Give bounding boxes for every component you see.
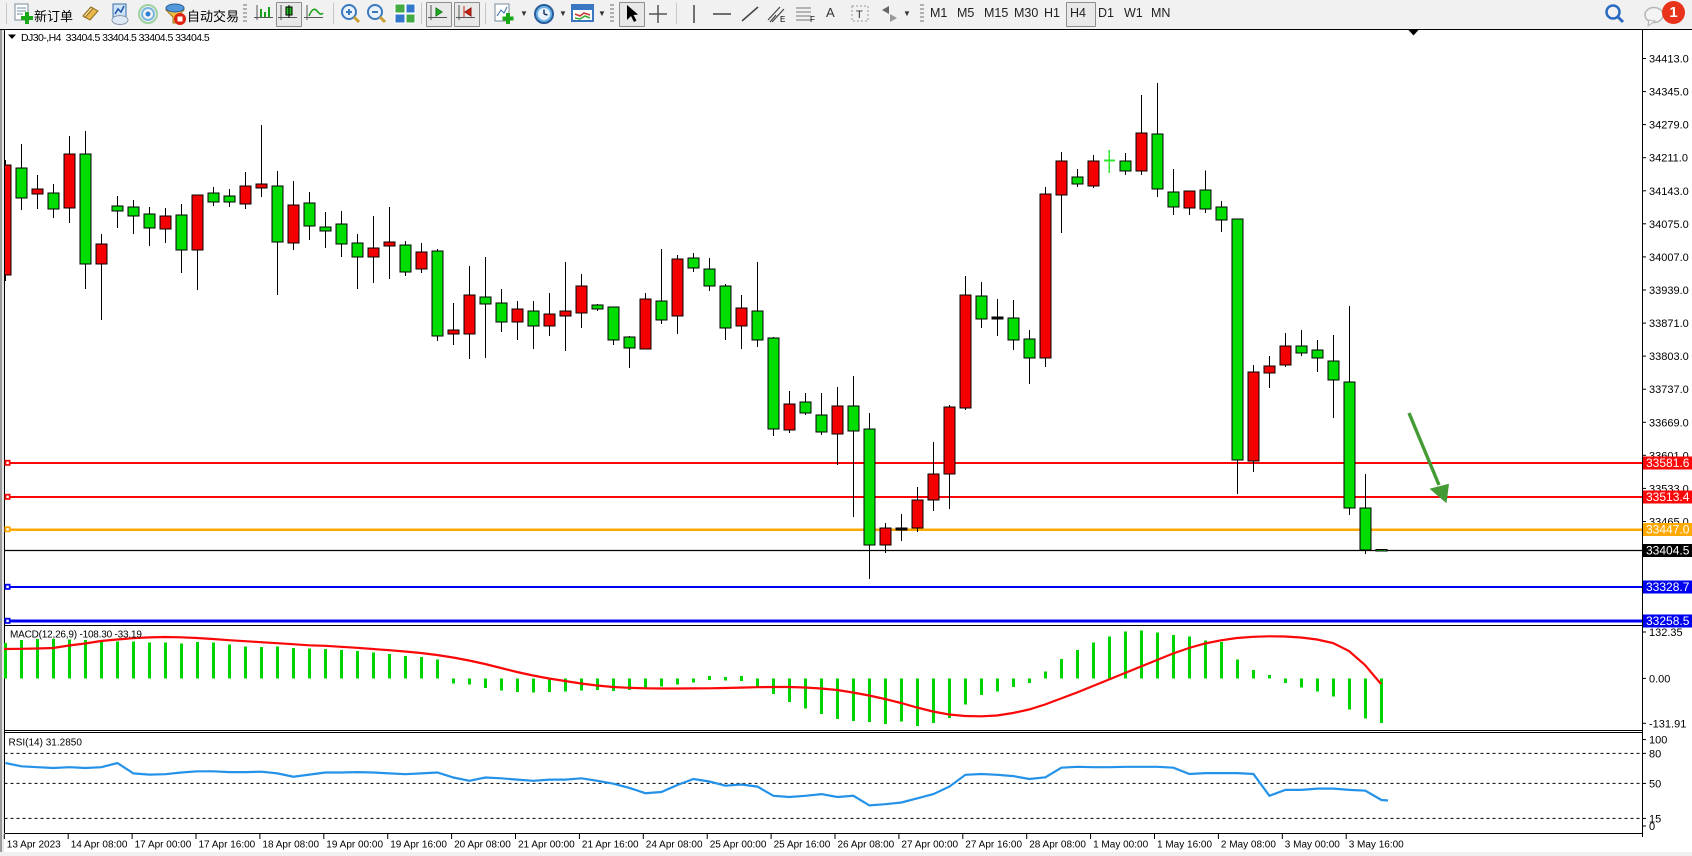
svg-text:3 May 16:00: 3 May 16:00	[1349, 840, 1404, 851]
svg-text:34143.0: 34143.0	[1649, 186, 1689, 198]
svg-text:F: F	[810, 15, 815, 24]
svg-text:2 May 08:00: 2 May 08:00	[1221, 840, 1276, 851]
svg-text:19 Apr 16:00: 19 Apr 16:00	[390, 840, 447, 851]
svg-text:33447.0: 33447.0	[1646, 523, 1690, 537]
svg-text:33871.0: 33871.0	[1649, 318, 1689, 330]
svg-text:33581.6: 33581.6	[1646, 456, 1690, 470]
svg-text:20 Apr 08:00: 20 Apr 08:00	[454, 840, 511, 851]
svg-text:18 Apr 08:00: 18 Apr 08:00	[262, 840, 319, 851]
svg-text:33513.4: 33513.4	[1646, 490, 1690, 504]
svg-text:RSI(14) 31.2850: RSI(14) 31.2850	[9, 738, 83, 749]
svg-text:17 Apr 00:00: 17 Apr 00:00	[135, 840, 192, 851]
svg-text:33939.0: 33939.0	[1649, 285, 1689, 297]
svg-text:1 May 00:00: 1 May 00:00	[1093, 840, 1148, 851]
svg-text:28 Apr 08:00: 28 Apr 08:00	[1029, 840, 1086, 851]
svg-text:0.00: 0.00	[1649, 673, 1670, 685]
svg-text:26 Apr 08:00: 26 Apr 08:00	[838, 840, 895, 851]
svg-text:27 Apr 00:00: 27 Apr 00:00	[901, 840, 958, 851]
svg-text:15: 15	[1649, 813, 1661, 825]
svg-text:MACD(12,26,9) -108.30 -33.19: MACD(12,26,9) -108.30 -33.19	[10, 630, 142, 641]
svg-text:132.35: 132.35	[1649, 627, 1683, 639]
svg-text:34211.0: 34211.0	[1649, 153, 1688, 165]
svg-text:-131.91: -131.91	[1649, 718, 1686, 730]
svg-text:21 Apr 16:00: 21 Apr 16:00	[582, 840, 639, 851]
svg-text:13 Apr 2023: 13 Apr 2023	[7, 840, 61, 851]
svg-text:33258.5: 33258.5	[1646, 614, 1690, 628]
svg-text:33737.0: 33737.0	[1649, 384, 1689, 396]
svg-text:34413.0: 34413.0	[1649, 54, 1689, 66]
svg-text:50: 50	[1649, 778, 1661, 790]
svg-text:19 Apr 00:00: 19 Apr 00:00	[326, 840, 383, 851]
svg-text:17 Apr 16:00: 17 Apr 16:00	[199, 840, 256, 851]
svg-text:33803.0: 33803.0	[1649, 351, 1689, 363]
svg-text:34279.0: 34279.0	[1649, 120, 1689, 132]
svg-text:1 May 16:00: 1 May 16:00	[1157, 840, 1212, 851]
svg-text:27 Apr 16:00: 27 Apr 16:00	[965, 840, 1022, 851]
svg-text:34345.0: 34345.0	[1649, 87, 1689, 99]
svg-text:100: 100	[1649, 735, 1667, 747]
svg-text:3 May 00:00: 3 May 00:00	[1285, 840, 1340, 851]
svg-text:33328.7: 33328.7	[1646, 580, 1690, 594]
svg-text:34075.0: 34075.0	[1649, 219, 1689, 231]
svg-text:E: E	[780, 15, 785, 24]
svg-text:33404.5: 33404.5	[1646, 544, 1690, 558]
svg-text:DJ30-,H4 33404.5 33404.5 3340: DJ30-,H4 33404.5 33404.5 33404.5 33404.5	[21, 32, 210, 44]
svg-text:21 Apr 00:00: 21 Apr 00:00	[518, 840, 575, 851]
svg-text:33669.0: 33669.0	[1649, 417, 1689, 429]
svg-text:80: 80	[1649, 748, 1661, 760]
svg-text:25 Apr 00:00: 25 Apr 00:00	[710, 840, 767, 851]
svg-text:T: T	[856, 9, 863, 21]
svg-text:25 Apr 16:00: 25 Apr 16:00	[774, 840, 831, 851]
svg-text:0: 0	[1649, 821, 1655, 833]
svg-text:34007.0: 34007.0	[1649, 252, 1689, 264]
svg-text:14 Apr 08:00: 14 Apr 08:00	[71, 840, 128, 851]
svg-text:24 Apr 08:00: 24 Apr 08:00	[646, 840, 703, 851]
